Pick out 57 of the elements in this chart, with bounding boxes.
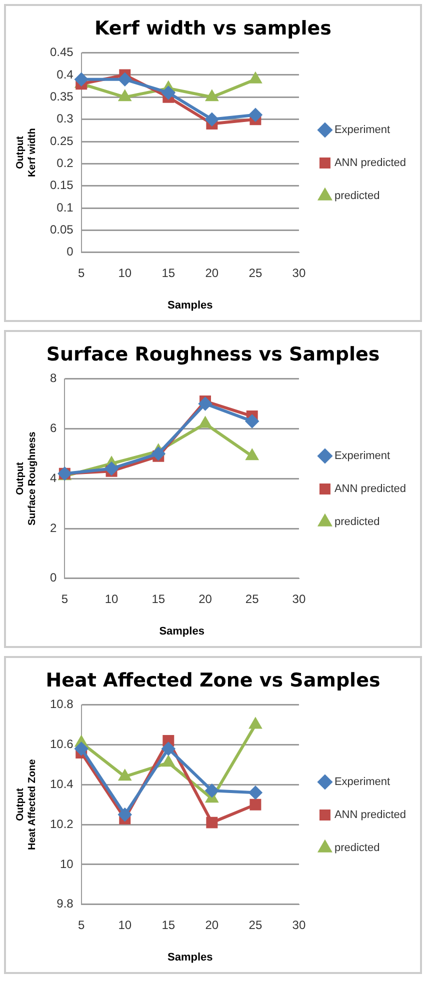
x-tick-label: 20 xyxy=(205,266,219,280)
x-axis-title: Samples xyxy=(159,625,204,638)
x-tick-label: 20 xyxy=(205,918,219,932)
x-tick-label: 5 xyxy=(78,918,86,932)
x-tick-label: 25 xyxy=(248,266,262,280)
y-tick-label: 0.35 xyxy=(50,89,74,104)
chart-title: Heat Affected Zone vs Samples xyxy=(46,669,380,692)
y-tick-label: 2 xyxy=(50,520,57,535)
legend-label: ANN predicted xyxy=(334,157,406,170)
x-tick-label: 5 xyxy=(78,266,86,280)
x-tick-label: 15 xyxy=(162,918,176,932)
x-tick-label: 10 xyxy=(118,918,132,932)
x-tick-label: 30 xyxy=(292,918,306,932)
x-tick-label: 25 xyxy=(245,592,260,606)
y-tick-label: 6 xyxy=(50,421,57,436)
y-tick-label: 0.3 xyxy=(56,112,74,126)
legend-label: predicted xyxy=(334,842,380,854)
y-tick-label: 0 xyxy=(50,570,57,585)
y-tick-label: 10.6 xyxy=(50,737,74,752)
y-tick-label: 0.15 xyxy=(50,178,74,192)
y-tick-label: 0.4 xyxy=(56,67,74,82)
legend-label: Experiment xyxy=(334,776,390,788)
x-tick-label: 15 xyxy=(152,592,166,606)
y-tick-label: 10.4 xyxy=(50,776,74,791)
x-tick-label: 10 xyxy=(118,266,132,280)
x-tick-label: 5 xyxy=(61,592,68,606)
x-tick-label: 25 xyxy=(248,918,262,932)
y-tick-label: 0.2 xyxy=(56,156,74,170)
x-tick-label: 30 xyxy=(292,592,306,606)
x-tick-label: 20 xyxy=(198,592,212,606)
y-tick-label: 0.45 xyxy=(50,45,74,60)
y-tick-label: 0.1 xyxy=(56,200,74,214)
legend-label: ANN predicted xyxy=(334,809,406,822)
y-tick-label: 4 xyxy=(50,470,57,485)
legend-label: Experiment xyxy=(334,450,390,462)
y-tick-label: 0.25 xyxy=(50,134,74,148)
y-tick-label: 9.8 xyxy=(56,896,74,911)
y-tick-label: 8 xyxy=(50,371,57,386)
y-tick-label: 0 xyxy=(66,244,74,259)
y-axis-title: Output Surface Roughness xyxy=(14,431,38,526)
x-tick-label: 15 xyxy=(162,266,176,280)
x-axis-title: Samples xyxy=(168,951,213,964)
chart-title: Kerf width vs samples xyxy=(94,17,332,40)
legend-label: ANN predicted xyxy=(334,483,406,496)
x-axis-title: Samples xyxy=(168,299,213,312)
legend-label: predicted xyxy=(334,190,380,202)
x-tick-label: 30 xyxy=(292,266,306,280)
y-axis-title: Output Heat Affected Zone xyxy=(14,758,38,850)
y-tick-label: 10.2 xyxy=(50,816,74,831)
legend-label: predicted xyxy=(334,516,380,528)
y-axis-title: Output Kerf width xyxy=(14,128,38,178)
y-tick-label: 0.05 xyxy=(50,222,74,237)
y-tick-label: 10 xyxy=(60,856,74,871)
x-tick-label: 10 xyxy=(104,592,119,606)
legend-label: Experiment xyxy=(334,124,390,136)
chart-title: Surface Roughness vs Samples xyxy=(46,343,380,366)
y-tick-label: 10.8 xyxy=(50,697,74,712)
